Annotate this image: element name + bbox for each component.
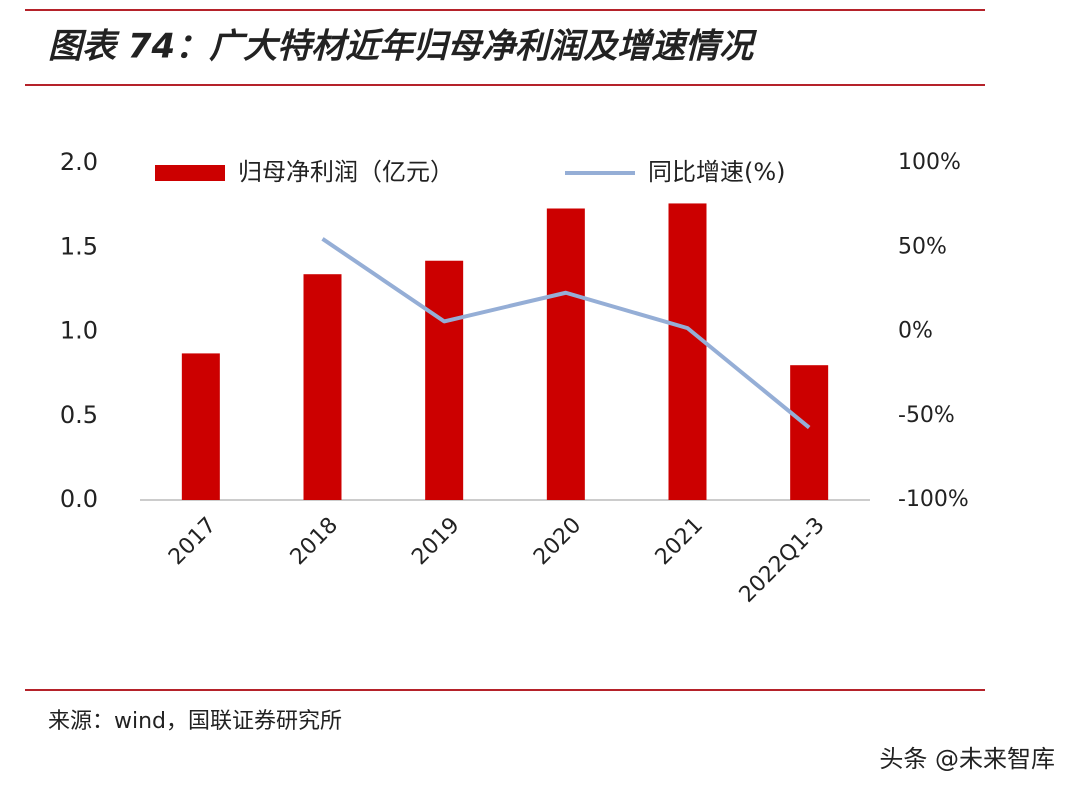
bar [425,260,464,500]
y2-tick-label: -100% [898,487,969,512]
legend-label: 同比增速(%) [648,158,786,186]
y-tick-label: 0.5 [60,401,98,429]
x-tick-label: 2021 [651,513,708,570]
legend-swatch [155,165,225,181]
watermark: 头条 @未来智库 [879,745,1055,773]
y-tick-label: 0.0 [60,485,98,513]
y-tick-label: 1.5 [60,232,98,260]
bar [181,353,220,500]
legend-label: 归母净利润（亿元） [238,158,454,186]
y2-tick-label: -50% [898,403,955,428]
x-tick-label: 2020 [529,513,586,570]
bar [546,208,585,500]
y2-tick-label: 50% [898,234,947,259]
x-tick-label: 2022Q1-3 [735,513,830,608]
bar [790,365,829,500]
y2-tick-label: 100% [898,150,961,175]
bar [668,203,707,500]
source: 来源：wind，国联证券研究所 [48,709,342,734]
y-tick-label: 1.0 [60,317,98,345]
bar [303,274,342,500]
x-tick-label: 2017 [164,513,221,570]
y2-tick-label: 0% [898,319,933,344]
x-tick-label: 2018 [286,513,343,570]
chart-title: 图表 74：广大特材近年归母净利润及增速情况 [48,27,757,67]
x-tick-label: 2019 [407,513,464,570]
line [321,237,811,430]
y-tick-label: 2.0 [60,148,98,176]
